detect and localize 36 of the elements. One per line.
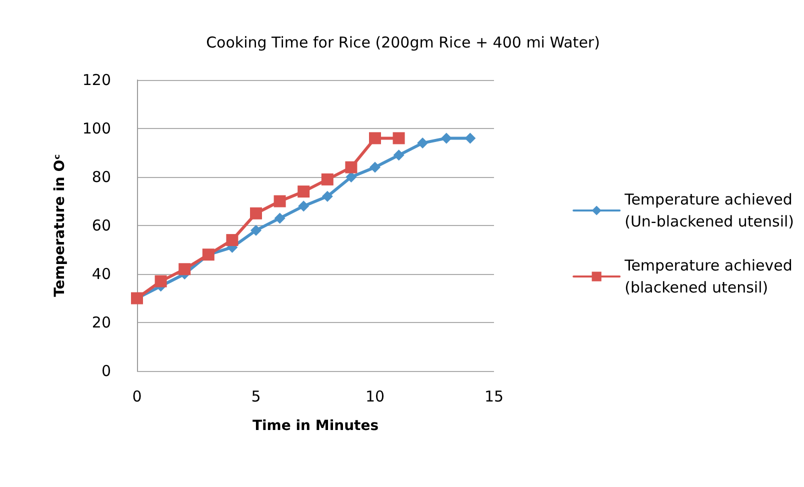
x-axis-title: Time in Minutes (252, 418, 379, 434)
y-tick-label: 60 (92, 216, 111, 234)
point (274, 212, 286, 224)
x-tick-label: 0 (132, 388, 142, 406)
y-axis-title: Temperature in Oᶜ (52, 154, 68, 297)
point (274, 195, 286, 208)
y-tick-label: 80 (92, 168, 111, 186)
point (464, 132, 476, 144)
y-tick-label: 120 (82, 71, 111, 89)
point (250, 224, 262, 236)
point (226, 234, 238, 246)
point (346, 172, 357, 182)
y-tick-label: 100 (82, 120, 111, 138)
point (298, 200, 310, 212)
y-tick-label: 40 (92, 265, 111, 283)
point (345, 161, 358, 174)
point (392, 132, 405, 144)
point (250, 207, 262, 220)
point (393, 150, 404, 161)
point (417, 138, 428, 149)
point (369, 132, 381, 144)
y-tick-label: 0 (101, 362, 111, 380)
x-tick-label: 5 (251, 388, 261, 406)
x-tick-label: 10 (365, 388, 385, 406)
x-tick-label: 15 (484, 388, 504, 406)
point (322, 190, 333, 202)
point (298, 186, 310, 198)
point (178, 263, 191, 276)
chart-title: Cooking Time for Rice (200gm Rice + 400 mi Water) (206, 34, 600, 52)
legend-label: Temperature achieved (blackened utensil) (624, 256, 792, 296)
point (154, 275, 167, 288)
point (370, 162, 380, 173)
point (440, 132, 452, 144)
legend-label: Temperature achieved (Un-blackened utensil) (624, 190, 794, 230)
y-tick-label: 20 (92, 314, 111, 332)
point (321, 173, 334, 186)
